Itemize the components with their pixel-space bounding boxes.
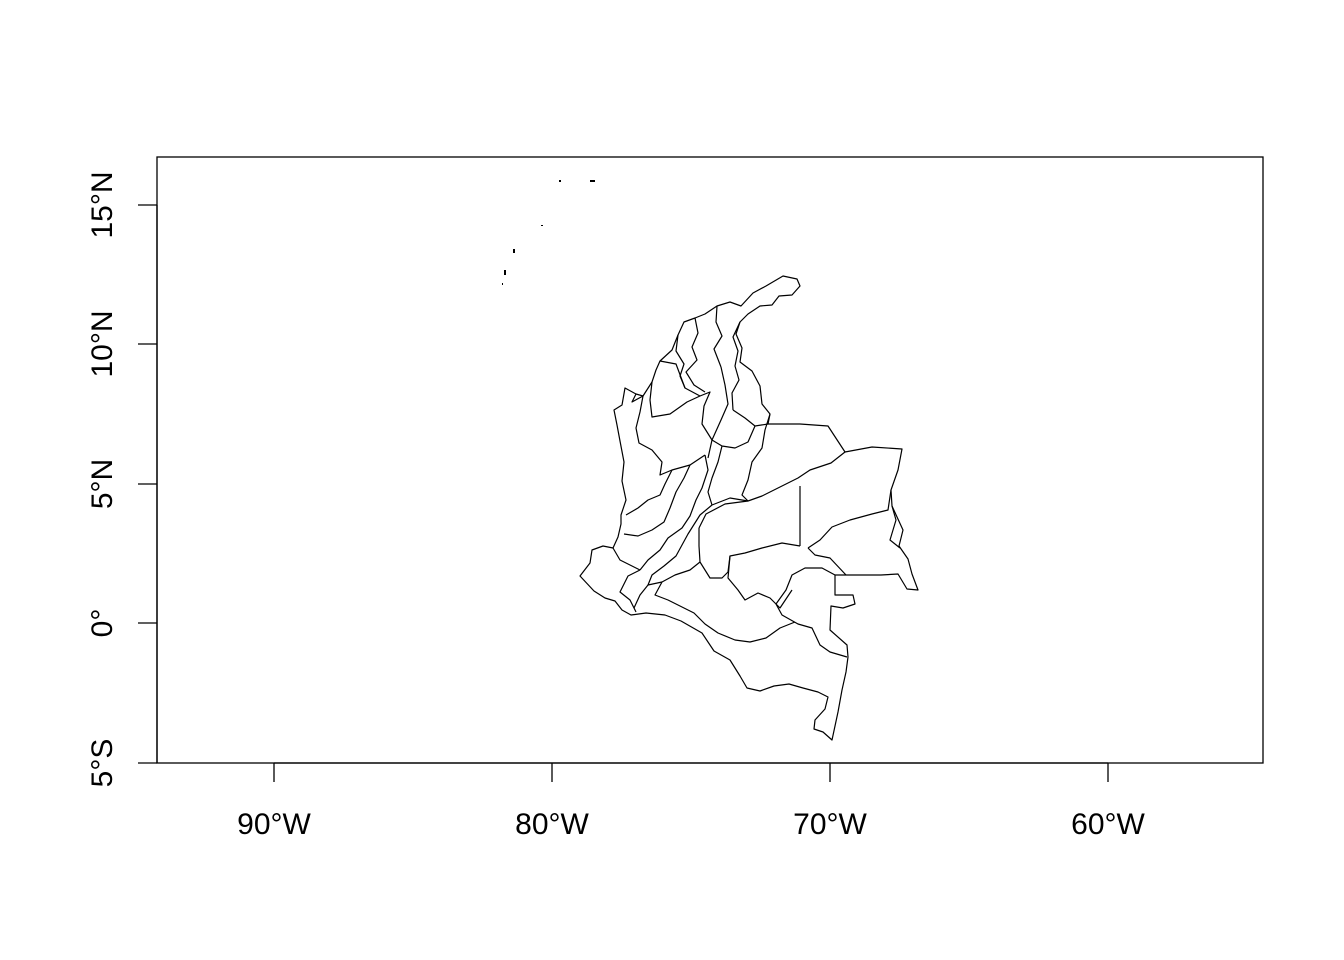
y-tick-label: 5°S: [86, 739, 119, 788]
x-tick-label: 60°W: [1071, 808, 1145, 841]
department-boundary: [635, 395, 706, 476]
island-serrana: [541, 225, 543, 226]
x-tick-label: 80°W: [515, 808, 589, 841]
island-cay: [502, 283, 503, 285]
island-providencia: [513, 249, 515, 253]
department-boundary: [675, 334, 686, 389]
x-tick-label: 70°W: [793, 808, 867, 841]
department-boundary: [707, 445, 723, 506]
department-boundary: [633, 584, 649, 609]
y-tick-label: 0°: [86, 609, 119, 638]
department-boundary: [623, 464, 691, 537]
department-boundary: [698, 528, 801, 579]
department-boundary: [732, 409, 769, 427]
y-tick-label: 5°N: [86, 459, 119, 509]
islands: [502, 180, 595, 285]
department-boundary: [619, 569, 641, 613]
department-boundary: [713, 305, 723, 368]
x-tick-label: 90°W: [237, 808, 311, 841]
island-serranilla: [590, 180, 595, 182]
y-tick-label: 15°N: [86, 171, 119, 238]
department-boundary: [731, 321, 741, 411]
department-boundary: [807, 547, 847, 576]
department-boundary: [775, 567, 836, 605]
department-boundary: [612, 547, 641, 571]
y-axis: 5°S 0° 5°N 10°N 15°N: [86, 171, 158, 788]
department-boundary: [685, 317, 706, 393]
department-boundary: [647, 497, 749, 586]
department-boundary: [698, 451, 846, 529]
plot-frame: [156, 156, 1264, 764]
colombia-map: [579, 275, 919, 741]
department-boundary: [727, 555, 793, 609]
department-boundary: [631, 393, 644, 403]
y-tick-label: 10°N: [86, 310, 119, 377]
country-outline: [579, 275, 919, 741]
department-boundary: [707, 366, 729, 459]
department-boundary: [775, 603, 848, 658]
department-boundary: [649, 381, 701, 418]
department-boundary: [659, 360, 713, 441]
island-san-andres: [504, 270, 506, 275]
department-boundary: [625, 469, 673, 516]
department-boundary: [654, 561, 796, 643]
department-boundary: [711, 425, 756, 449]
department-boundary: [639, 454, 709, 571]
island-bajo-nuevo: [559, 180, 561, 182]
x-axis: 90°W 80°W 70°W 60°W: [237, 762, 1146, 841]
department-boundary: [741, 413, 771, 502]
department-boundary: [807, 489, 892, 549]
department-boundary: [889, 505, 901, 549]
